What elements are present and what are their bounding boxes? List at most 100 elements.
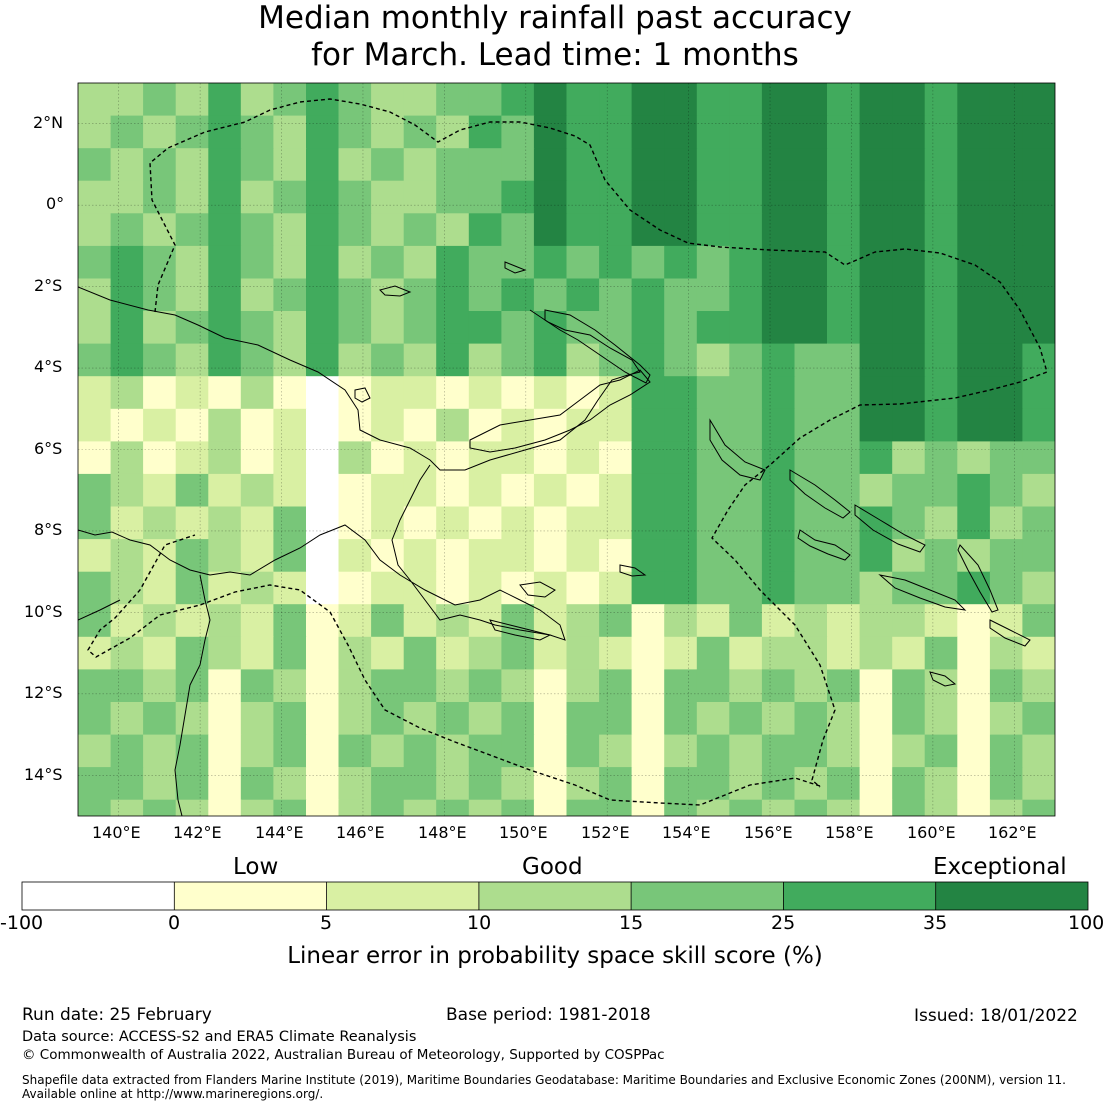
grid-cell — [696, 245, 730, 280]
grid-cell — [957, 278, 991, 312]
grid-cell — [240, 441, 274, 475]
grid-cell — [78, 604, 112, 638]
grid-cell — [78, 83, 112, 117]
grid-cell — [175, 343, 209, 377]
grid-cell — [794, 506, 828, 540]
gulf-coastline — [78, 599, 121, 621]
grid-cell — [403, 408, 437, 442]
grid-cell — [794, 799, 828, 816]
grid-cell — [306, 473, 340, 508]
grid-cell — [566, 702, 600, 736]
grid-cell — [533, 799, 568, 816]
grid-cell — [501, 278, 535, 312]
grid-cell — [273, 539, 307, 573]
grid-cell — [403, 213, 437, 247]
grid-cell — [208, 734, 242, 768]
grid-cell — [729, 311, 763, 345]
grid-cell — [1022, 278, 1055, 312]
grid-cell — [957, 506, 991, 540]
grid-cell — [338, 604, 372, 638]
grid-cell — [143, 83, 177, 117]
grid-cell — [78, 669, 112, 703]
grid-cell — [761, 702, 796, 736]
grid-cell — [273, 148, 307, 182]
grid-cell — [729, 669, 763, 703]
grid-cell — [175, 702, 209, 736]
grid-cell — [761, 213, 796, 247]
grid-cell — [371, 343, 405, 377]
grid-cell — [631, 702, 665, 736]
grid-cell — [664, 311, 698, 345]
grid-cell — [664, 539, 698, 573]
grid-cell — [338, 343, 372, 377]
grid-cell — [599, 669, 633, 703]
grid-cell — [273, 799, 307, 816]
grid-cell — [859, 799, 893, 816]
grid-cell — [403, 734, 437, 768]
grid-cell — [1022, 799, 1055, 816]
cb-tick-minus-100: -100 — [0, 912, 44, 934]
grid-cell — [599, 115, 633, 149]
grid-cell — [306, 115, 340, 149]
grid-cell — [631, 799, 665, 816]
data-source: Data source: ACCESS-S2 and ERA5 Climate … — [22, 1029, 417, 1045]
grid-cell — [436, 702, 470, 736]
grid-cell — [436, 311, 470, 345]
grid-cell — [240, 767, 274, 801]
grid-cell — [273, 734, 307, 768]
x-tick-154e: 154°E — [662, 823, 711, 842]
cb-tick-35: 35 — [923, 912, 948, 934]
grid-cell — [501, 441, 535, 475]
grid-cell — [827, 767, 861, 801]
grid-cell — [273, 245, 307, 280]
grid-cell — [631, 115, 665, 149]
grid-cell — [761, 799, 796, 816]
grid-cell — [175, 148, 209, 182]
grid-cell — [533, 83, 568, 117]
grid-cell — [273, 311, 307, 345]
grid-cell — [436, 343, 470, 377]
louisiade-islands-coastline — [489, 619, 552, 641]
grid-cell — [436, 799, 470, 816]
grid-cell — [696, 278, 730, 312]
grid-cell — [403, 799, 437, 816]
grid-cell — [989, 702, 1024, 736]
grid-cell — [794, 669, 828, 703]
grid-cell — [761, 83, 796, 117]
grid-cell — [501, 636, 535, 670]
grid-cell — [859, 83, 893, 117]
grid-cell — [892, 148, 926, 182]
grid-cell — [501, 343, 535, 377]
grid-cell — [892, 408, 926, 442]
grid-cell — [924, 343, 958, 377]
grid-cell — [143, 473, 177, 508]
grid-cell — [273, 604, 307, 638]
grid-cell — [599, 799, 633, 816]
grid-cell — [208, 115, 242, 149]
grid-cell — [566, 767, 600, 801]
grid-cell — [924, 767, 958, 801]
grid-cell — [957, 148, 991, 182]
grid-cell — [761, 376, 796, 410]
grid-cell — [240, 343, 274, 377]
grid-cell — [631, 636, 665, 670]
cb-tick-25: 25 — [771, 912, 796, 934]
grid-cell — [208, 571, 242, 605]
grid-cell — [78, 636, 112, 670]
grid-cell — [989, 83, 1024, 117]
grid-cell — [338, 799, 372, 816]
grid-cell — [566, 213, 600, 247]
grid-cell — [761, 669, 796, 703]
grid-cell — [729, 571, 763, 605]
grid-cell — [436, 213, 470, 247]
y-tick-10s: 10°S — [24, 602, 63, 621]
grid-cell — [859, 408, 893, 442]
grid-cell — [468, 767, 502, 801]
grid-cell — [631, 311, 665, 345]
grid-cell — [468, 245, 502, 280]
grid-cell — [827, 278, 861, 312]
grid-cell — [403, 636, 437, 670]
grid-cell — [371, 604, 405, 638]
grid-cell — [631, 571, 665, 605]
grid-cell — [110, 311, 144, 345]
